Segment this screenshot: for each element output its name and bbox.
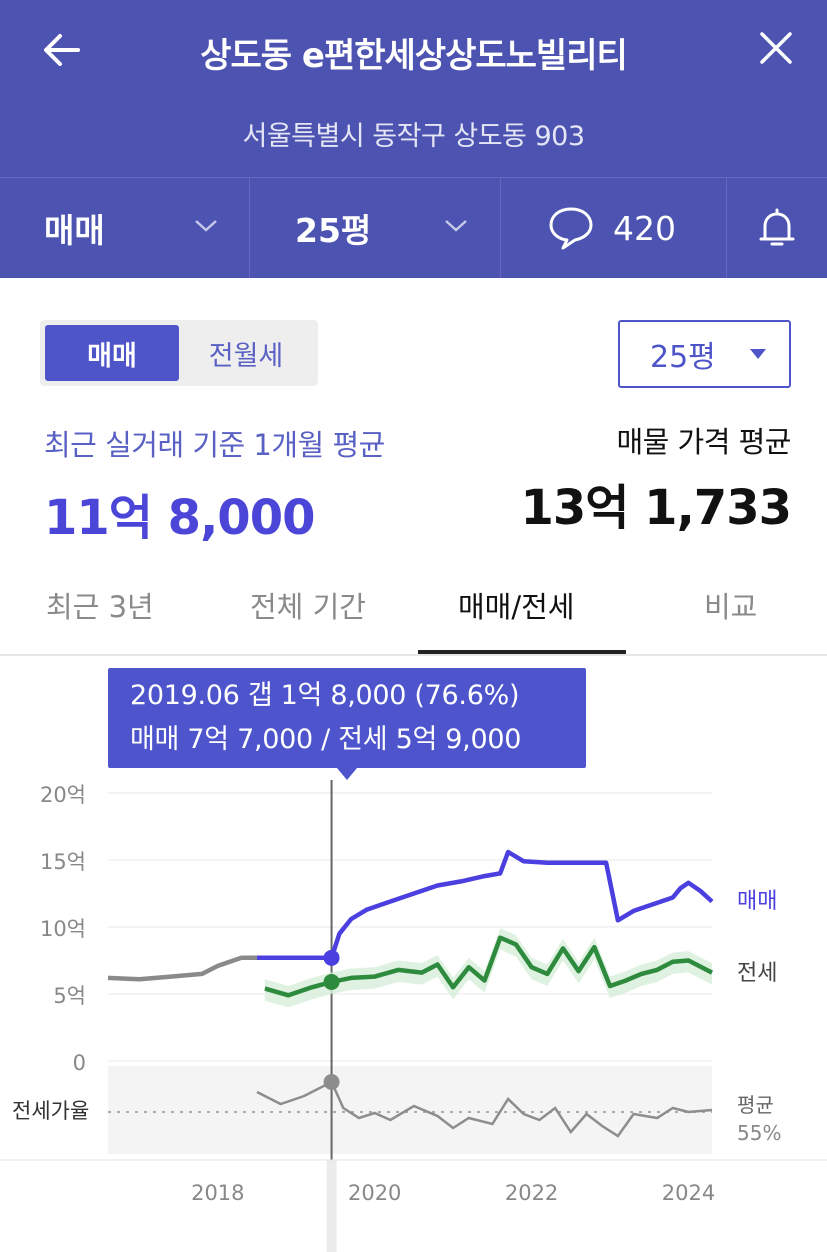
close-icon (760, 32, 792, 64)
size-dropdown[interactable]: 25평 (249, 178, 500, 278)
close-button[interactable] (752, 24, 800, 72)
jeonse-price-line (264, 935, 714, 998)
notification-button[interactable] (726, 178, 827, 278)
ratio-panel-bg (108, 1066, 712, 1154)
address: 서울특별시 동작구 상도동 903 (242, 121, 585, 152)
tab-compare[interactable]: 비교 (704, 590, 758, 624)
sale-selected-point (323, 949, 340, 966)
y-tick-label: 0 (73, 1051, 86, 1075)
y-tick-label: 10억 (40, 917, 86, 941)
size-label: 25평 (295, 211, 372, 250)
recent-deal-value: 11억 8,000 (44, 490, 315, 546)
size-select[interactable]: 25평 (618, 320, 791, 388)
ratio-label: 전세가율 (12, 1099, 89, 1123)
tab-all-period[interactable]: 전체 기간 (250, 590, 366, 624)
x-tick-label: 2024 (662, 1181, 715, 1205)
comment-count: 420 (613, 208, 676, 248)
tooltip-arrow (337, 768, 357, 780)
header-filter-bar: 매매 25평 420 (0, 177, 827, 278)
chevron-down-icon (445, 220, 467, 232)
trade-type-label: 매매 (44, 211, 105, 250)
trade-type-segment: 매매 전월세 (40, 320, 318, 386)
sale-series-label: 매매 (737, 889, 777, 914)
recent-deal-label: 최근 실거래 기준 1개월 평균 (44, 428, 385, 462)
selection-band (326, 1160, 337, 1252)
y-tick-label: 15억 (40, 850, 86, 874)
x-tick-label: 2022 (505, 1181, 558, 1205)
x-tick-label: 2020 (348, 1181, 401, 1205)
tooltip-gap: 2019.06 갭 1억 8,000 (76.6%) (130, 680, 520, 711)
listing-avg-value: 13억 1,733 (520, 480, 792, 536)
history-price-line (107, 955, 257, 982)
trade-type-dropdown[interactable]: 매매 (0, 178, 249, 278)
period-tabs: 최근 3년 전체 기간 매매/전세 비교 (0, 560, 827, 656)
sale-price-line (257, 849, 714, 961)
tab-sale-jeonse[interactable]: 매매/전세 (458, 590, 575, 624)
y-tick-label: 20억 (40, 783, 86, 807)
jeonse-selected-point (323, 973, 340, 990)
ratio-average-label: 평균 (737, 1093, 774, 1117)
ratio-line (256, 1080, 713, 1138)
app-header: 상도동 e편한세상상도노빌리티 서울특별시 동작구 상도동 903 매매 25평… (0, 0, 827, 278)
back-button[interactable] (38, 26, 86, 74)
active-tab-indicator (418, 650, 626, 654)
listing-avg-label: 매물 가격 평균 (616, 425, 791, 459)
arrow-left-icon (44, 34, 80, 66)
ratio-average-value: 55% (737, 1121, 781, 1145)
segment-rent[interactable]: 전월세 (208, 340, 284, 372)
tab-recent-3y[interactable]: 최근 3년 (46, 590, 154, 624)
page-title: 상도동 e편한세상상도노빌리티 (200, 36, 628, 76)
chevron-down-icon (195, 220, 217, 232)
comments-button[interactable]: 420 (500, 178, 726, 278)
ratio-selected-point (323, 1074, 340, 1090)
speech-bubble-icon (549, 207, 593, 250)
tooltip-prices: 매매 7억 7,000 / 전세 5억 9,000 (130, 724, 522, 755)
y-tick-label: 5억 (53, 984, 86, 1008)
chart-tooltip: 2019.06 갭 1억 8,000 (76.6%) 매매 7억 7,000 /… (108, 668, 586, 768)
size-select-value: 25평 (650, 340, 716, 375)
caret-down-icon (750, 349, 766, 359)
segment-sale[interactable]: 매매 (45, 325, 179, 381)
bell-icon (759, 208, 795, 246)
jeonse-series-label: 전세 (737, 961, 777, 986)
x-tick-label: 2018 (191, 1181, 244, 1205)
